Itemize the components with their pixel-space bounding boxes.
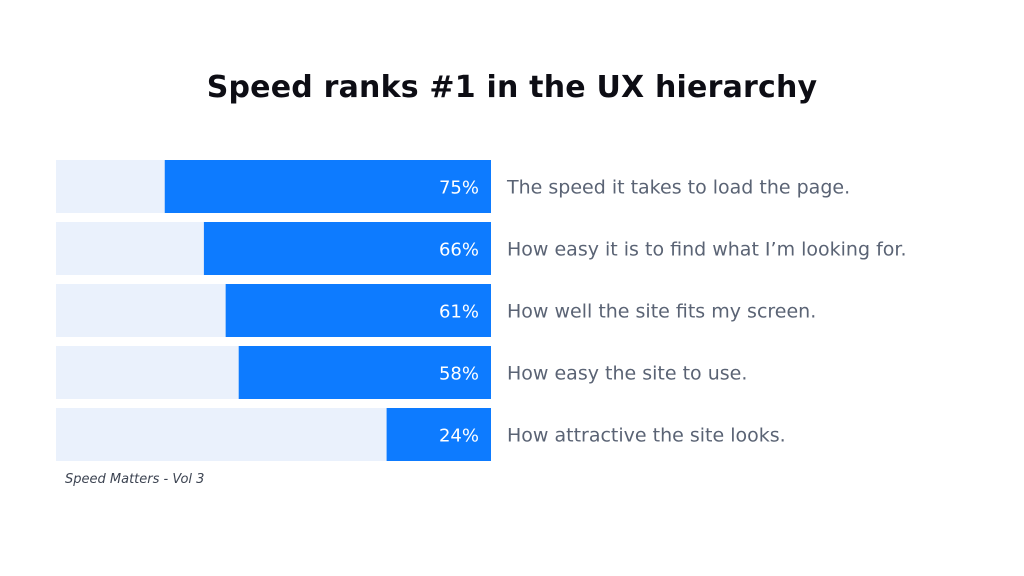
bar-value-label: 58%	[439, 364, 479, 385]
category-label: How easy the site to use.	[507, 363, 747, 385]
source-caption: Speed Matters - Vol 3	[65, 472, 205, 487]
bar	[238, 346, 491, 399]
category-label: How well the site fits my screen.	[507, 301, 816, 323]
bar	[203, 222, 491, 275]
category-label: How attractive the site looks.	[507, 425, 786, 447]
bar	[225, 284, 491, 337]
bar-value-label: 24%	[439, 426, 479, 447]
bar	[386, 408, 491, 461]
category-label: The speed it takes to load the page.	[506, 177, 850, 199]
category-label: How easy it is to find what I’m looking …	[507, 239, 907, 261]
chart-title: Speed ranks #1 in the UX hierarchy	[206, 70, 818, 105]
bar-value-label: 61%	[439, 302, 479, 323]
bar	[164, 160, 491, 213]
bar-value-label: 66%	[439, 240, 479, 261]
bar-value-label: 75%	[439, 178, 479, 199]
